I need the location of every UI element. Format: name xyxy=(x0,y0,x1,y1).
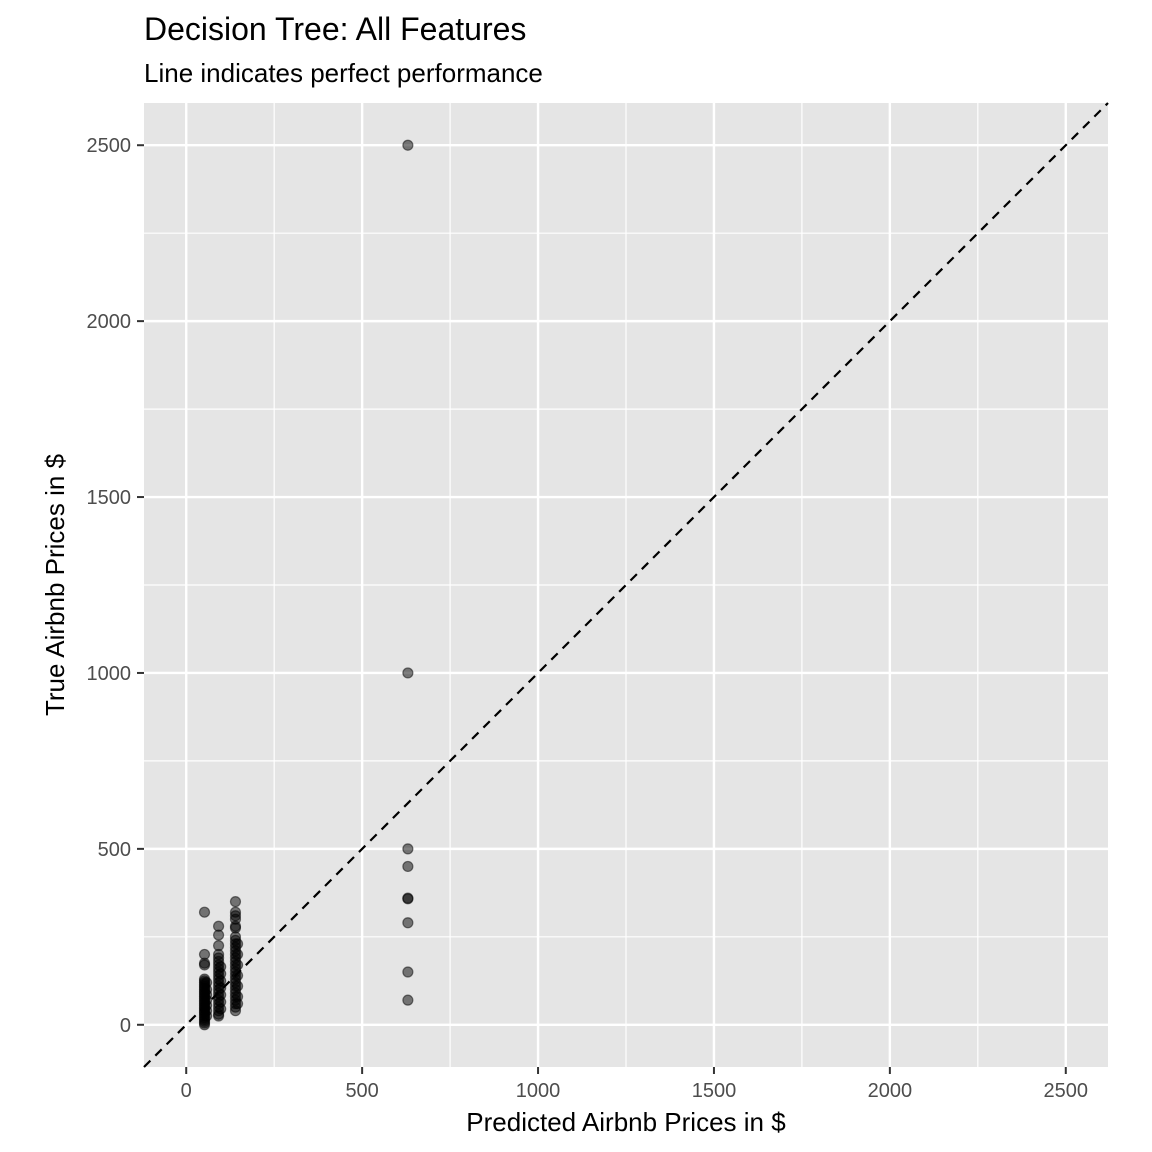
x-tick-label: 1500 xyxy=(692,1080,737,1102)
x-tick-label: 2000 xyxy=(868,1080,913,1102)
x-tick-label: 1000 xyxy=(516,1080,561,1102)
data-point xyxy=(231,938,244,950)
y-axis-title: True Airbnb Prices in $ xyxy=(40,453,70,716)
y-axis-ticks: 0 500 1000 1500 2000 2500 xyxy=(87,135,144,1037)
data-point xyxy=(402,860,414,873)
data-point xyxy=(402,966,414,978)
data-point xyxy=(229,896,242,908)
data-point xyxy=(198,906,211,918)
major-gridlines xyxy=(144,103,1108,1067)
data-point xyxy=(201,1010,213,1022)
data-point xyxy=(212,929,225,941)
x-axis-ticks: 0 500 1000 1500 2000 2500 xyxy=(181,1067,1088,1102)
data-point xyxy=(402,917,414,929)
data-points xyxy=(198,139,414,1031)
chart-title: Decision Tree: All Features xyxy=(144,11,526,47)
y-tick-label: 0 xyxy=(120,1015,131,1037)
y-tick-label: 1500 xyxy=(87,487,132,509)
y-tick-label: 2500 xyxy=(87,135,132,157)
data-point xyxy=(231,948,244,961)
data-point xyxy=(402,893,414,905)
x-tick-label: 2500 xyxy=(1044,1080,1089,1102)
minor-gridlines xyxy=(144,103,1108,1067)
data-point xyxy=(231,980,244,992)
perfect-performance-line-group xyxy=(143,102,1109,1068)
y-tick-label: 2000 xyxy=(87,311,132,333)
y-tick-label: 500 xyxy=(98,839,131,861)
data-point xyxy=(402,139,414,151)
data-point xyxy=(231,998,244,1010)
data-point xyxy=(402,843,414,855)
x-axis-title: Predicted Airbnb Prices in $ xyxy=(466,1107,786,1137)
x-tick-label: 500 xyxy=(345,1080,378,1102)
data-point xyxy=(198,959,211,971)
chart-subtitle: Line indicates perfect performance xyxy=(144,58,543,88)
y-tick-label: 1000 xyxy=(87,663,132,685)
data-point xyxy=(215,1003,227,1015)
perfect-performance-line xyxy=(143,102,1109,1068)
x-tick-label: 0 xyxy=(181,1080,192,1102)
data-point xyxy=(402,667,414,679)
data-point xyxy=(231,959,244,971)
data-point xyxy=(402,994,414,1006)
